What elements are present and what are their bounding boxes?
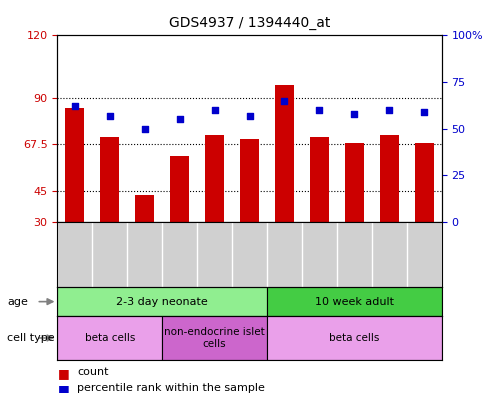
Bar (57, 316, 162, 360)
Bar (275, 85, 294, 222)
Text: GDS4937 / 1394440_at: GDS4937 / 1394440_at (169, 16, 330, 30)
Bar (135, 195, 154, 222)
Bar (380, 135, 399, 222)
Text: cell type: cell type (7, 333, 55, 343)
Text: beta cells: beta cells (329, 333, 379, 343)
Point (106, 112, 114, 119)
Text: ■: ■ (57, 367, 69, 380)
Point (280, 97, 288, 104)
Text: age: age (7, 297, 28, 307)
Point (350, 111, 358, 117)
Bar (267, 287, 442, 316)
Bar (65, 108, 84, 222)
Bar (170, 156, 189, 222)
Bar (310, 137, 329, 222)
Bar (267, 316, 442, 360)
Bar (100, 137, 119, 222)
Bar (415, 143, 434, 222)
Text: 10 week adult: 10 week adult (315, 297, 394, 307)
Point (176, 116, 184, 123)
Bar (345, 143, 364, 222)
Point (71, 103, 79, 109)
Bar (162, 316, 267, 360)
Point (211, 107, 219, 113)
Point (246, 112, 253, 119)
Point (385, 107, 393, 113)
Text: non-endocrine islet
cells: non-endocrine islet cells (164, 327, 265, 349)
Text: ■: ■ (57, 383, 69, 393)
Text: beta cells: beta cells (85, 333, 135, 343)
Bar (205, 135, 224, 222)
Text: count: count (77, 367, 109, 377)
Bar (240, 139, 259, 222)
Text: percentile rank within the sample: percentile rank within the sample (77, 383, 265, 393)
Point (141, 125, 149, 132)
Point (420, 109, 428, 115)
Text: 2-3 day neonate: 2-3 day neonate (116, 297, 208, 307)
Point (315, 107, 323, 113)
Bar (57, 287, 267, 316)
